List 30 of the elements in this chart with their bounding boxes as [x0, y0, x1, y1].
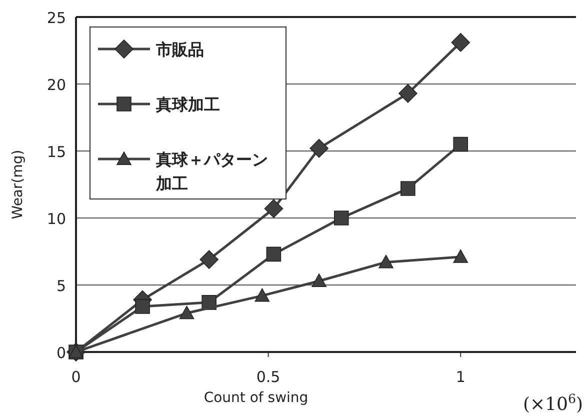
- legend-label: 真球＋パターン加工: [155, 150, 268, 193]
- point: [378, 254, 394, 268]
- point: [200, 250, 218, 269]
- y-tick-label: 0: [56, 344, 66, 362]
- x-tick-label: 1: [456, 368, 466, 386]
- point: [451, 33, 470, 52]
- x-tick-label: 0.5: [256, 368, 280, 386]
- legend-label: 市販品: [155, 40, 204, 59]
- y-tick-label: 25: [46, 9, 66, 27]
- text: (×10$^{6}$): [522, 390, 583, 415]
- y-tick-label: 10: [46, 210, 66, 228]
- y-tick-label: 5: [56, 277, 66, 295]
- point: [453, 136, 468, 152]
- x-tick-label: 0: [71, 368, 81, 386]
- point: [254, 288, 270, 302]
- y-tick-label: 20: [46, 76, 66, 94]
- legend-label: 真球加工: [155, 95, 220, 114]
- point: [266, 246, 282, 262]
- point: [310, 138, 328, 158]
- point: [400, 181, 416, 196]
- point: [334, 210, 349, 226]
- point: [264, 199, 284, 218]
- point: [312, 274, 326, 287]
- point: [135, 299, 150, 314]
- point: [453, 249, 468, 263]
- x-axis-title: Count of swing: [204, 390, 308, 406]
- y-tick-label: 15: [46, 143, 66, 161]
- point: [398, 84, 418, 103]
- y-axis-title: Wear(mg): [10, 150, 26, 220]
- point: [179, 306, 194, 320]
